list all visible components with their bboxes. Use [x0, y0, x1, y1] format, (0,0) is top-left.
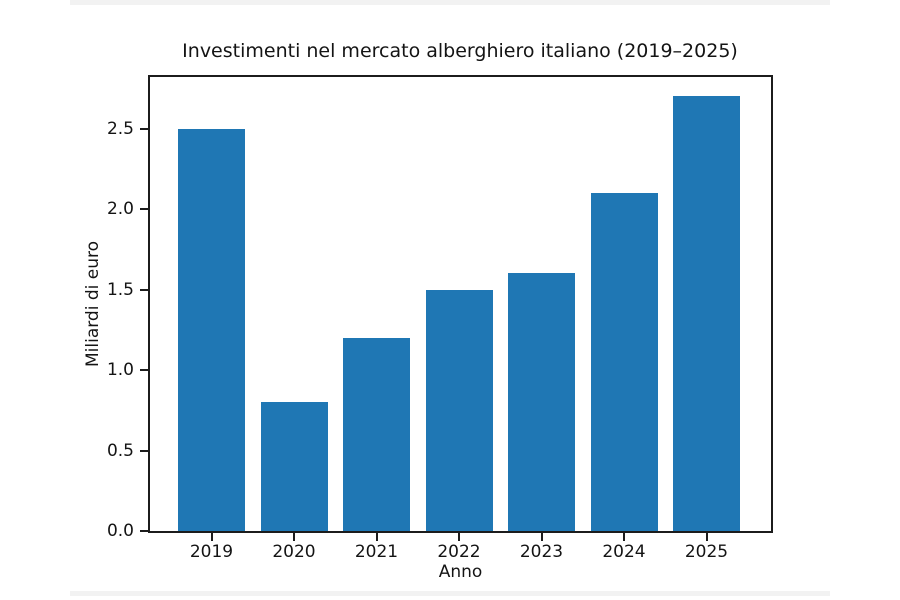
x-tick-label: 2019 — [189, 542, 234, 562]
y-tick-label: 0.0 — [106, 521, 134, 541]
y-tick — [140, 127, 148, 130]
plot-area — [148, 75, 773, 533]
y-tick-label: 1.0 — [106, 360, 134, 380]
x-tick — [458, 533, 460, 541]
x-tick-label: 2023 — [519, 542, 564, 562]
y-tick — [140, 288, 148, 291]
y-tick-label: 2.5 — [106, 118, 134, 139]
x-tick-label: 2020 — [272, 542, 316, 562]
y-tick-label: 2.0 — [106, 199, 134, 219]
bar-2021 — [343, 337, 410, 531]
bar-2019 — [178, 128, 245, 531]
y-tick — [140, 530, 148, 532]
y-tick-label: 0.5 — [106, 440, 134, 461]
x-tick-label: 2025 — [684, 542, 729, 562]
bar-2023 — [508, 273, 575, 531]
x-tick — [210, 533, 213, 541]
top-edge-strip — [70, 0, 830, 5]
y-axis-label: Miliardi di euro — [83, 240, 103, 368]
chart-title: Investimenti nel mercato alberghiero ita… — [182, 40, 738, 62]
bar-2025 — [673, 96, 740, 531]
y-tick-label: 1.5 — [106, 279, 134, 300]
bar-2024 — [590, 192, 658, 531]
x-tick — [540, 533, 543, 541]
y-tick — [140, 208, 148, 210]
x-tick — [623, 533, 625, 541]
x-tick-label: 2021 — [354, 542, 399, 562]
bottom-edge-strip — [70, 591, 830, 596]
x-tick — [375, 533, 378, 541]
x-tick-label: 2022 — [437, 542, 481, 562]
y-tick — [140, 449, 148, 452]
y-tick — [140, 369, 148, 371]
x-tick — [705, 533, 708, 541]
x-tick-label: 2024 — [602, 542, 646, 562]
bar-2022 — [425, 289, 493, 531]
bar-2020 — [260, 402, 328, 531]
x-tick — [293, 533, 295, 541]
x-axis-label: Anno — [438, 562, 483, 582]
